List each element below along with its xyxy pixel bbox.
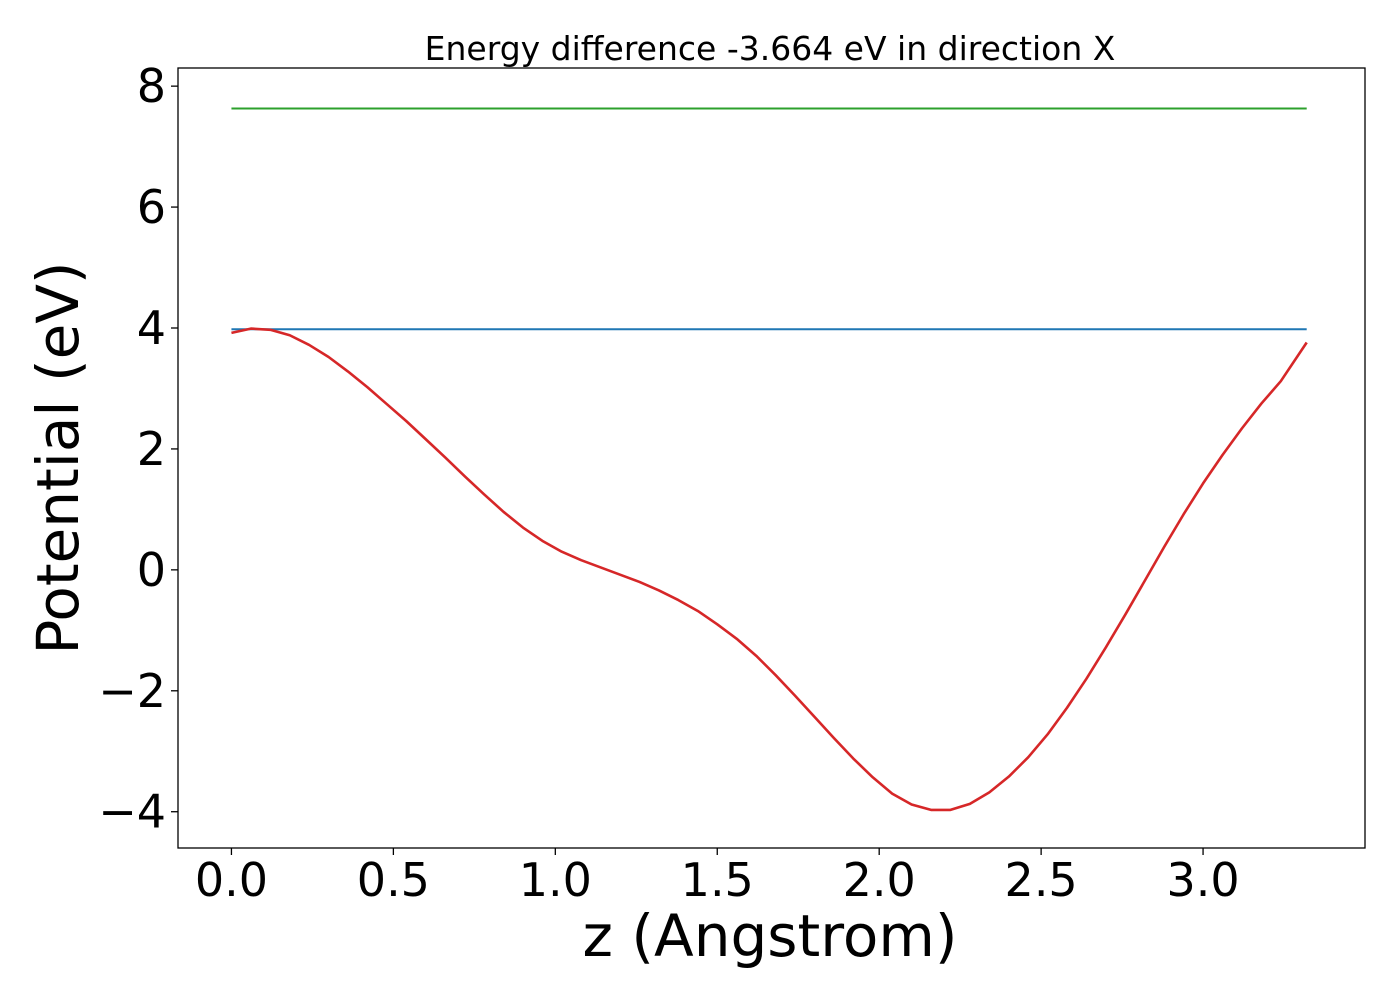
- x-tick-label: 1.0: [519, 853, 592, 907]
- plot-frame: [177, 67, 1366, 849]
- y-tick-label: 4: [137, 301, 166, 355]
- x-axis-ticks: 0.0 0.5 1.0 1.5 2.0 2.5 3.0: [195, 848, 1240, 907]
- y-tick-label: 0: [137, 543, 166, 597]
- x-tick-label: 0.0: [195, 853, 268, 907]
- plot-lines: [231, 107, 1308, 812]
- y-tick-label: 8: [137, 59, 166, 113]
- chart-title: Energy difference -3.664 eV in direction…: [425, 29, 1116, 68]
- y-tick-label: 6: [137, 180, 166, 234]
- x-tick-label: 0.5: [357, 853, 430, 907]
- y-axis-ticks: −4 −2 0 2 4 6 8: [98, 59, 178, 839]
- series-line-2: [231, 327, 1308, 812]
- x-tick-label: 1.5: [681, 853, 754, 907]
- x-tick-label: 2.5: [1005, 853, 1078, 907]
- x-tick-label: 3.0: [1166, 853, 1239, 907]
- y-tick-label: −2: [98, 664, 166, 718]
- x-axis-title: z (Angstrom): [583, 902, 958, 970]
- y-tick-label: 2: [137, 422, 166, 476]
- y-tick-label: −4: [98, 785, 166, 839]
- x-tick-label: 2.0: [843, 853, 916, 907]
- y-axis-title: Potential (eV): [24, 261, 92, 654]
